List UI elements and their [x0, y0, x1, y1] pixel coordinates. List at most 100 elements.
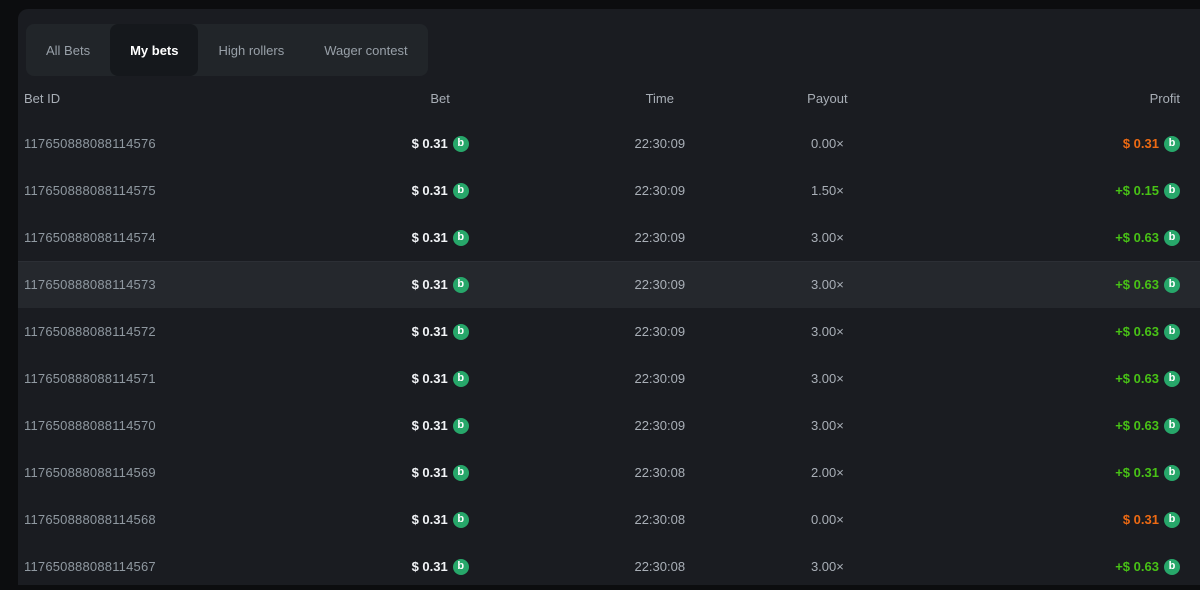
bet-amount-value: $ 0.31	[411, 512, 448, 527]
bet-amount: $ 0.31 b	[359, 182, 521, 199]
bet-amount: $ 0.31 b	[359, 558, 521, 575]
bets-panel: All Bets My bets High rollers Wager cont…	[18, 9, 1200, 585]
tab-label: High rollers	[218, 42, 285, 58]
payout-value: 2.00×	[810, 465, 844, 480]
coin-icon: b	[452, 276, 469, 293]
profit-amount: +$ 0.63 b	[856, 417, 1180, 434]
time-value: 22:30:08	[634, 512, 686, 527]
profit-amount-value: +$ 0.15	[1115, 183, 1159, 198]
payout-value: 1.50×	[810, 183, 844, 198]
coin-icon: b	[452, 464, 469, 481]
bet-id-value: 117650888088114574	[24, 230, 156, 245]
payout-value: 0.00×	[810, 136, 844, 151]
bet-id-value: 117650888088114568	[24, 512, 156, 527]
table-row[interactable]: 117650888088114568 $ 0.31 b 22:30:08 0.0…	[18, 496, 1200, 543]
profit-amount-value: +$ 0.63	[1115, 277, 1159, 292]
tab-label: My bets	[130, 42, 179, 58]
table-row[interactable]: 117650888088114573 $ 0.31 b 22:30:09 3.0…	[18, 261, 1200, 308]
column-header-time: Time	[645, 90, 674, 106]
bet-id-value: 117650888088114573	[24, 277, 156, 292]
bet-amount: $ 0.31 b	[359, 323, 521, 340]
bet-amount-value: $ 0.31	[411, 230, 448, 245]
profit-amount-value: +$ 0.31	[1115, 465, 1159, 480]
payout-value: 3.00×	[810, 230, 844, 245]
bet-amount: $ 0.31 b	[359, 417, 521, 434]
column-header-bet: Bet	[430, 90, 450, 106]
coin-icon: b	[452, 229, 469, 246]
profit-amount: $ 0.31 b	[856, 135, 1180, 152]
table-row[interactable]: 117650888088114574 $ 0.31 b 22:30:09 3.0…	[18, 214, 1200, 261]
tab-label: All Bets	[46, 42, 91, 58]
time-value: 22:30:09	[634, 136, 686, 151]
bet-amount-value: $ 0.31	[411, 136, 448, 151]
bet-amount-value: $ 0.31	[411, 183, 448, 198]
profit-amount: +$ 0.63 b	[856, 370, 1180, 387]
coin-icon: b	[1163, 417, 1180, 434]
tab-wager-contest[interactable]: Wager contest	[304, 24, 427, 76]
bet-amount: $ 0.31 b	[359, 276, 521, 293]
bets-tabbar: All Bets My bets High rollers Wager cont…	[26, 24, 428, 76]
bet-amount: $ 0.31 b	[359, 511, 521, 528]
coin-icon: b	[452, 182, 469, 199]
column-header-bet-id: Bet ID	[24, 90, 61, 106]
profit-amount: +$ 0.63 b	[856, 276, 1180, 293]
time-value: 22:30:09	[634, 418, 686, 433]
coin-icon: b	[452, 558, 469, 575]
profit-amount-value: $ 0.31	[1122, 512, 1159, 527]
time-value: 22:30:09	[634, 324, 686, 339]
profit-amount-value: +$ 0.63	[1115, 230, 1159, 245]
bet-amount-value: $ 0.31	[411, 418, 448, 433]
coin-icon: b	[1163, 135, 1180, 152]
profit-amount: +$ 0.63 b	[856, 323, 1180, 340]
bet-id-value: 117650888088114576	[24, 136, 156, 151]
profit-amount-value: +$ 0.63	[1115, 559, 1159, 574]
payout-value: 3.00×	[810, 418, 844, 433]
table-row[interactable]: 117650888088114575 $ 0.31 b 22:30:09 1.5…	[18, 167, 1200, 214]
bet-amount: $ 0.31 b	[359, 370, 521, 387]
bet-id-value: 117650888088114569	[24, 465, 156, 480]
profit-amount: +$ 0.63 b	[856, 229, 1180, 246]
profit-amount: +$ 0.31 b	[856, 464, 1180, 481]
tab-all-bets[interactable]: All Bets	[26, 24, 110, 76]
coin-icon: b	[1163, 558, 1180, 575]
time-value: 22:30:09	[634, 371, 686, 386]
coin-icon: b	[1163, 182, 1180, 199]
tab-high-rollers[interactable]: High rollers	[198, 24, 304, 76]
bet-id-value: 117650888088114571	[24, 371, 156, 386]
profit-amount: +$ 0.63 b	[856, 558, 1180, 575]
bet-amount: $ 0.31 b	[359, 135, 521, 152]
profit-amount: $ 0.31 b	[856, 511, 1180, 528]
coin-icon: b	[1163, 276, 1180, 293]
column-header-profit: Profit	[1149, 90, 1180, 106]
coin-icon: b	[1163, 370, 1180, 387]
bet-amount-value: $ 0.31	[411, 277, 448, 292]
profit-amount: +$ 0.15 b	[856, 182, 1180, 199]
bet-amount-value: $ 0.31	[411, 371, 448, 386]
payout-value: 3.00×	[810, 371, 844, 386]
bets-table: Bet ID Bet Time Payout Profit 1176508880…	[18, 76, 1200, 590]
coin-icon: b	[1163, 464, 1180, 481]
coin-icon: b	[1163, 229, 1180, 246]
bet-id-value: 117650888088114572	[24, 324, 156, 339]
payout-value: 3.00×	[810, 277, 844, 292]
coin-icon: b	[452, 511, 469, 528]
column-header-payout: Payout	[807, 90, 848, 106]
bet-amount: $ 0.31 b	[359, 464, 521, 481]
bet-id-value: 117650888088114567	[24, 559, 156, 574]
payout-value: 0.00×	[810, 512, 844, 527]
table-row[interactable]: 117650888088114570 $ 0.31 b 22:30:09 3.0…	[18, 402, 1200, 449]
table-row[interactable]: 117650888088114569 $ 0.31 b 22:30:08 2.0…	[18, 449, 1200, 496]
time-value: 22:30:09	[634, 230, 686, 245]
coin-icon: b	[452, 323, 469, 340]
tab-my-bets[interactable]: My bets	[110, 24, 199, 76]
bet-amount: $ 0.31 b	[359, 229, 521, 246]
table-row[interactable]: 117650888088114567 $ 0.31 b 22:30:08 3.0…	[18, 543, 1200, 590]
tab-label: Wager contest	[324, 42, 408, 58]
table-row[interactable]: 117650888088114576 $ 0.31 b 22:30:09 0.0…	[18, 120, 1200, 167]
time-value: 22:30:09	[634, 277, 686, 292]
table-row[interactable]: 117650888088114571 $ 0.31 b 22:30:09 3.0…	[18, 355, 1200, 402]
coin-icon: b	[452, 417, 469, 434]
table-row[interactable]: 117650888088114572 $ 0.31 b 22:30:09 3.0…	[18, 308, 1200, 355]
bet-id-value: 117650888088114570	[24, 418, 156, 433]
profit-amount-value: +$ 0.63	[1115, 324, 1159, 339]
